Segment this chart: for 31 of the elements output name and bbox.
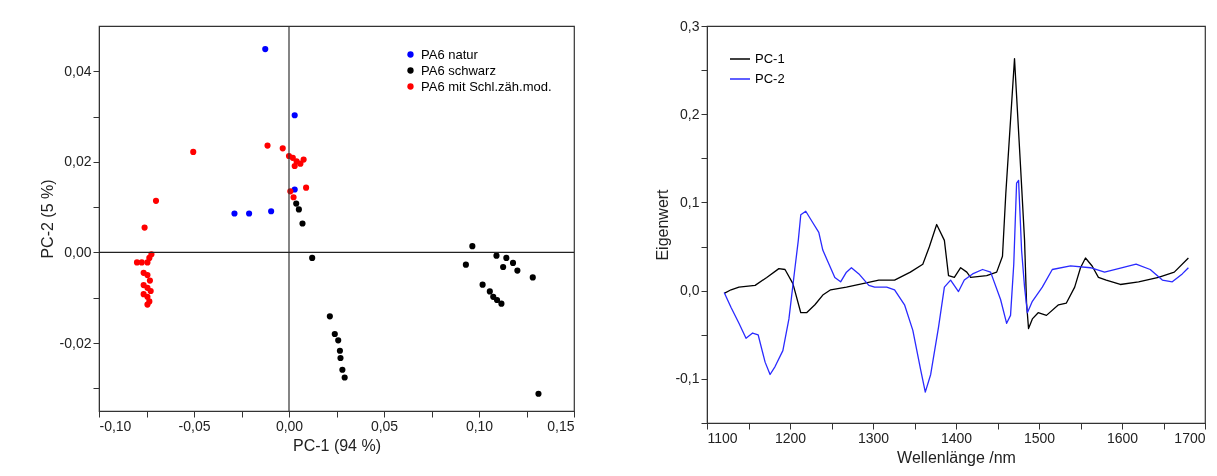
- x-axis-title: Wellenlänge /nm: [897, 448, 1016, 466]
- x-tick-label: 0,15: [547, 417, 575, 434]
- x-tick-label: 1700: [1174, 429, 1206, 446]
- x-tick-label: -0,10: [99, 417, 132, 434]
- y-tick-label: 0,04: [64, 62, 92, 79]
- x-axis-title: PC-1 (94 %): [292, 436, 382, 454]
- x-tick-label: 1100: [707, 429, 738, 446]
- x-tick-label: 1400: [940, 429, 973, 446]
- y-axis-title: Eigenwert: [654, 188, 672, 261]
- legend-label: PA6 mit Schl.zäh.mod.: [421, 78, 552, 94]
- y-tick-label: 0,3: [680, 17, 700, 34]
- y-tick-label: 0,1: [680, 193, 700, 210]
- y-tick-label: 0,00: [64, 243, 92, 260]
- legend-label: PC-2: [755, 71, 785, 86]
- y-tick-label: 0,2: [680, 105, 700, 122]
- x-tick-label: -0,05: [178, 417, 211, 434]
- legend-label: PA6 natur: [421, 46, 479, 62]
- x-tick-label: 1200: [774, 429, 807, 446]
- x-tick-label: 1500: [1023, 429, 1056, 446]
- y-axis-title: PC-2 (5 %): [38, 179, 56, 259]
- legend-label: PA6 schwarz: [421, 62, 496, 78]
- x-tick-label: 0,10: [465, 417, 494, 434]
- legend-label: PC-1: [755, 51, 785, 66]
- y-tick-label: -0,02: [59, 334, 92, 351]
- x-tick-label: 1300: [857, 429, 890, 446]
- y-tick-label: 0,02: [64, 153, 92, 170]
- x-tick-label: 0,05: [370, 417, 399, 434]
- x-tick-label: 1600: [1106, 429, 1139, 446]
- x-tick-label: 0,00: [275, 417, 304, 434]
- y-tick-label: 0,0: [680, 282, 700, 299]
- y-tick-label: -0,1: [675, 370, 700, 387]
